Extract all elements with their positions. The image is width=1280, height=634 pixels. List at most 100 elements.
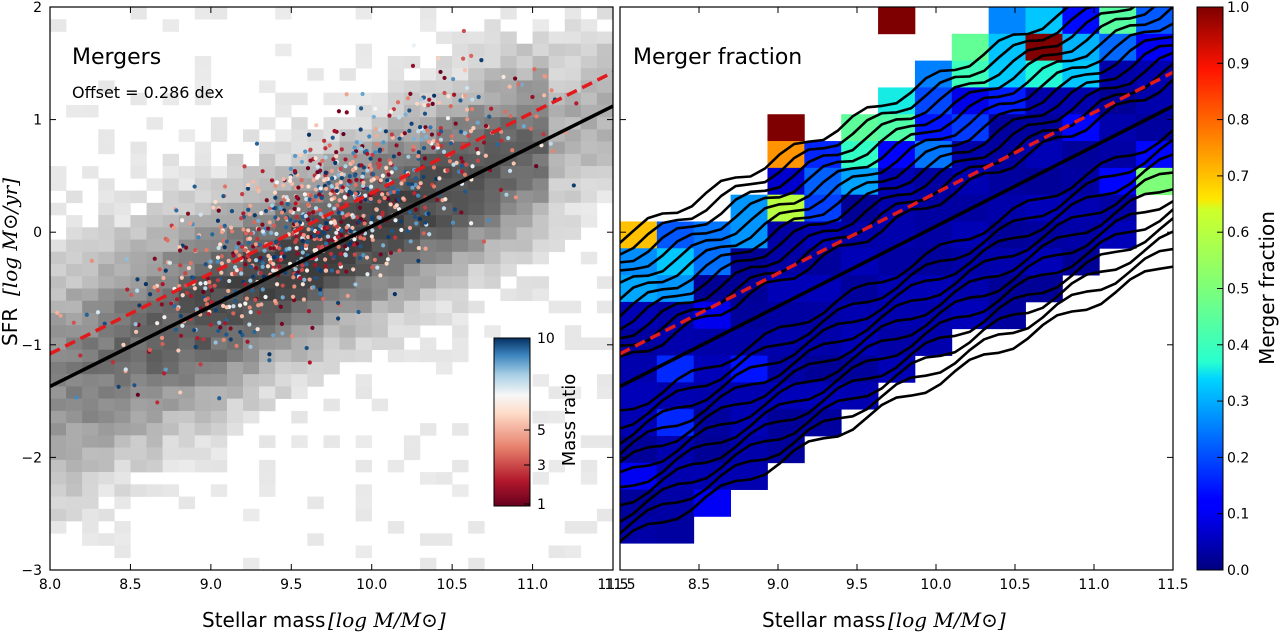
histogram-bin bbox=[403, 227, 421, 240]
histogram-bin bbox=[516, 276, 533, 289]
x-tick-label: 10.5 bbox=[999, 577, 1030, 593]
histogram-bin bbox=[146, 202, 163, 216]
histogram-bin bbox=[226, 276, 244, 289]
histogram-bin bbox=[162, 190, 179, 204]
histogram-bin bbox=[355, 386, 373, 399]
histogram-bin bbox=[596, 508, 613, 522]
histogram-bin bbox=[98, 215, 115, 228]
merger-point bbox=[392, 291, 397, 297]
histogram-bin bbox=[452, 190, 469, 204]
merger-point bbox=[280, 295, 285, 300]
histogram-bin bbox=[98, 386, 115, 399]
merger-point bbox=[288, 217, 293, 223]
merger-point bbox=[269, 230, 274, 235]
merger-point bbox=[215, 259, 221, 264]
merger-point bbox=[456, 169, 462, 174]
histogram-bin bbox=[500, 129, 517, 142]
merger-point bbox=[335, 224, 340, 229]
histogram-bin bbox=[596, 374, 613, 387]
merger-point bbox=[192, 184, 197, 189]
fraction-bin bbox=[656, 516, 695, 544]
y-tick-label: −3 bbox=[21, 563, 42, 579]
merger-point bbox=[411, 147, 416, 153]
x-tick-label: 8.5 bbox=[119, 577, 141, 593]
histogram-bin bbox=[291, 325, 308, 338]
merger-point bbox=[516, 82, 521, 87]
merger-point bbox=[162, 315, 167, 320]
merger-point bbox=[78, 353, 83, 358]
merger-point bbox=[377, 224, 383, 230]
histogram-bin bbox=[564, 129, 582, 142]
histogram-bin bbox=[194, 410, 212, 424]
merger-point bbox=[344, 92, 349, 97]
histogram-bin bbox=[194, 7, 212, 20]
histogram-bin bbox=[452, 264, 469, 277]
merger-point bbox=[246, 228, 251, 233]
histogram-bin bbox=[355, 312, 373, 326]
merger-point bbox=[311, 198, 316, 203]
fraction-bin bbox=[620, 382, 658, 410]
merger-point bbox=[414, 221, 419, 226]
histogram-bin bbox=[500, 43, 517, 57]
histogram-bin bbox=[66, 337, 83, 350]
merger-point bbox=[219, 254, 224, 259]
merger-point bbox=[274, 231, 279, 236]
merger-point bbox=[132, 383, 137, 388]
histogram-bin bbox=[82, 312, 99, 326]
histogram-bin bbox=[50, 264, 67, 277]
merger-point bbox=[393, 218, 398, 223]
x-tick-label: 11.5 bbox=[597, 577, 628, 593]
histogram-bin bbox=[596, 92, 613, 106]
histogram-bin bbox=[452, 276, 469, 289]
histogram-bin bbox=[82, 251, 99, 265]
merger-point bbox=[245, 339, 250, 344]
mass-ratio-tick-label: 5 bbox=[537, 423, 546, 439]
merger-point bbox=[272, 223, 277, 228]
histogram-bin bbox=[66, 496, 83, 510]
histogram-bin bbox=[371, 202, 389, 216]
histogram-bin bbox=[98, 141, 115, 155]
merger-point bbox=[290, 232, 295, 237]
merger-point bbox=[239, 271, 244, 276]
histogram-bin bbox=[146, 117, 163, 130]
merger-point bbox=[290, 294, 296, 299]
histogram-bin bbox=[146, 337, 163, 350]
histogram-bin bbox=[82, 447, 99, 461]
histogram-bin bbox=[355, 251, 373, 265]
merger-point bbox=[468, 129, 474, 134]
merger-point bbox=[247, 212, 252, 217]
merger-point bbox=[452, 207, 457, 212]
merger-point bbox=[460, 56, 466, 61]
histogram-bin bbox=[178, 190, 196, 204]
fraction-tick-label: 0.6 bbox=[1227, 225, 1249, 241]
merger-point bbox=[340, 185, 345, 190]
histogram-bin bbox=[114, 202, 131, 216]
histogram-bin bbox=[210, 484, 228, 497]
merger-point bbox=[528, 126, 534, 131]
histogram-bin bbox=[162, 178, 179, 191]
histogram-bin bbox=[564, 190, 582, 204]
histogram-bin bbox=[66, 472, 83, 485]
fraction-bin bbox=[988, 194, 1026, 222]
histogram-bin bbox=[436, 264, 453, 277]
histogram-bin bbox=[178, 361, 196, 375]
histogram-bin bbox=[178, 423, 196, 436]
histogram-bin bbox=[516, 178, 533, 191]
histogram-bin bbox=[500, 31, 517, 45]
merger-point bbox=[160, 282, 165, 287]
merger-point bbox=[95, 310, 101, 315]
histogram-bin bbox=[532, 178, 549, 191]
merger-point bbox=[373, 150, 378, 155]
histogram-bin bbox=[226, 153, 244, 167]
main-sequence-line bbox=[50, 104, 613, 389]
histogram-bin bbox=[275, 43, 292, 57]
merger-point bbox=[329, 268, 334, 273]
mass-ratio-tick-label: 1 bbox=[537, 497, 546, 513]
merger-point bbox=[234, 343, 239, 348]
histogram-bin bbox=[66, 104, 83, 118]
histogram-bin bbox=[259, 459, 276, 473]
histogram-bin bbox=[500, 55, 517, 69]
merger-point bbox=[422, 102, 427, 108]
merger-point bbox=[272, 190, 278, 195]
merger-point bbox=[483, 123, 489, 129]
